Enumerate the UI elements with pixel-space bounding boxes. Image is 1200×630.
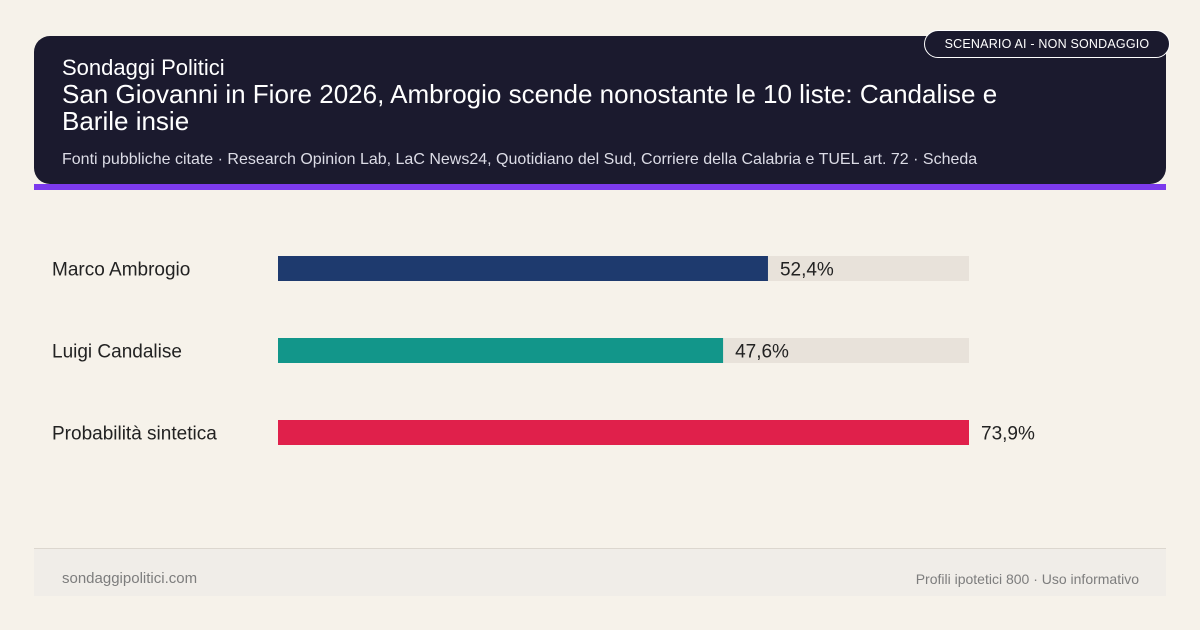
category-label: Luigi Candalise <box>52 342 182 363</box>
headline: San Giovanni in Fiore 2026, Ambrogio sce… <box>62 79 998 136</box>
bar-2 <box>278 420 969 445</box>
footer: sondaggipolitici.com Profili ipotetici 8… <box>34 548 1166 596</box>
header-accent-bar <box>34 184 1166 190</box>
footer-site[interactable]: sondaggipolitici.com <box>62 570 198 587</box>
scenario-badge: SCENARIO AI - NON SONDAGGIO <box>924 30 1170 58</box>
footer-note: Profili ipotetici 800 · Uso informativo <box>915 571 1139 587</box>
value-label: 47,6% <box>735 342 789 363</box>
value-label: 52,4% <box>780 260 834 281</box>
sources-line: Fonti pubbliche citate · Research Opinio… <box>62 151 978 168</box>
category-label: Probabilità sintetica <box>52 424 217 445</box>
category-label: Marco Ambrogio <box>52 260 190 281</box>
bar-1 <box>278 338 724 363</box>
value-label: 73,9% <box>981 424 1035 445</box>
header-panel: Sondaggi Politici San Giovanni in Fiore … <box>34 36 1166 184</box>
brand-name: Sondaggi Politici <box>62 55 225 80</box>
bar-0 <box>278 256 768 281</box>
